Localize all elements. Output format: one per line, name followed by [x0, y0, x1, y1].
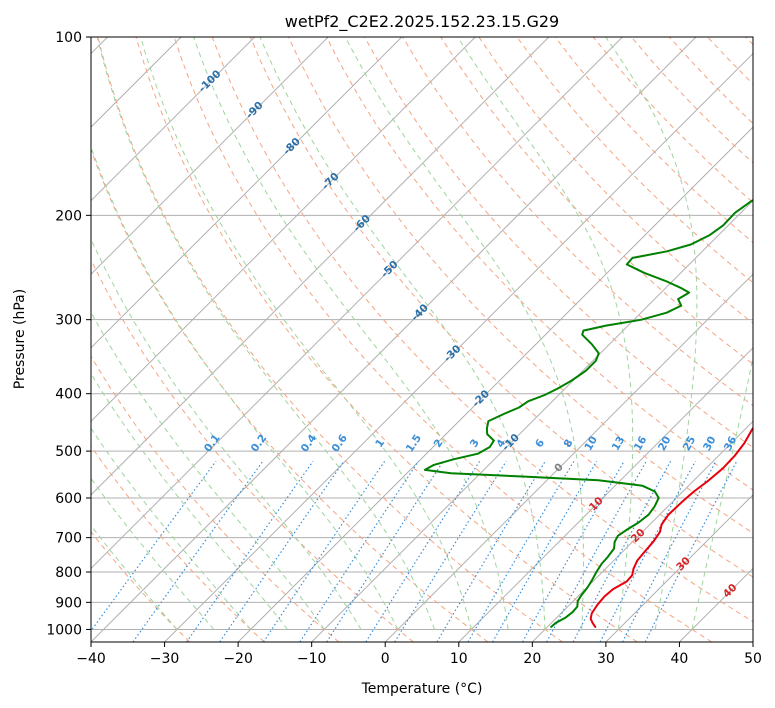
- dry-adiabat-line: [91, 445, 265, 642]
- isotherm-line: [458, 347, 753, 642]
- y-axis-title: Pressure (hPa): [12, 289, 28, 389]
- isotherm-line: [164, 52, 753, 642]
- dry-adiabat-line: [402, 37, 753, 407]
- x-tick-label: 0: [381, 651, 390, 667]
- mixing-ratio-line: [91, 460, 217, 632]
- temperature-profile-line: [589, 426, 753, 628]
- x-tick-label: −40: [76, 651, 106, 667]
- dry-adiabat-line: [91, 148, 489, 642]
- mixing-ratio-line: [262, 460, 386, 642]
- isotherm-line: [384, 273, 753, 642]
- dry-adiabat-line: [516, 37, 753, 284]
- dry-adiabat-line: [249, 37, 753, 578]
- isotherm-line: [605, 494, 753, 642]
- x-tick-label: 40: [671, 651, 689, 667]
- x-tick-label: −20: [223, 651, 253, 667]
- y-tick-label: 1000: [46, 622, 82, 638]
- moist-adiabat-line: [193, 37, 509, 630]
- dry-adiabats: [91, 37, 753, 642]
- mixing-ratio-lines: [91, 460, 738, 642]
- mixing-ratio-line: [644, 460, 738, 642]
- mixing-ratio-line: [326, 460, 444, 642]
- isotherm-line: [91, 37, 623, 570]
- dry-adiabat-line: [97, 37, 563, 642]
- x-tick-label: 30: [597, 651, 615, 667]
- y-tick-label: 700: [55, 531, 82, 547]
- moist-adiabat-line: [91, 238, 362, 630]
- moist-adiabat-line: [605, 37, 698, 630]
- isotherm-line: [91, 37, 329, 275]
- plot-area: 0.1 0.2 0.4 0.6 1 1.5 2 3 4 6 8 10 13 16 20 25 30 36-100-…: [91, 37, 753, 642]
- mixing-ratio-line: [572, 460, 672, 642]
- moist-adiabat-line: [91, 427, 252, 630]
- y-tick-label: 400: [55, 387, 82, 403]
- isotherm-line: [91, 37, 697, 642]
- mixing-ratio-line: [546, 460, 647, 642]
- isotherm-line: [91, 37, 550, 496]
- dry-adiabat-line: [91, 355, 340, 642]
- y-tick-label: 300: [55, 313, 82, 329]
- isotherm-line: [91, 37, 256, 202]
- dry-adiabat-line: [211, 37, 753, 623]
- moist-adiabats: [91, 37, 753, 630]
- x-tick-label: 20: [523, 651, 541, 667]
- dry-adiabat-line: [135, 37, 638, 642]
- y-tick-label: 200: [55, 208, 82, 224]
- mixing-ratio-line: [599, 460, 696, 642]
- y-axis-ticks: 100 200 300 400 500 600 700 800 900 1000: [46, 30, 91, 638]
- plot-frame: [90, 36, 754, 643]
- mixing-ratio-line: [394, 460, 507, 642]
- isotherm-line: [531, 420, 753, 642]
- moist-adiabat-line: [91, 372, 288, 630]
- mixing-ratio-line: [521, 460, 625, 642]
- moist-adiabat-line: [344, 37, 584, 630]
- dry-adiabat-line: [440, 37, 753, 365]
- sounding-profiles: [423, 198, 753, 628]
- isotherm-line: [91, 37, 403, 349]
- moist-adiabat-line: [91, 145, 399, 630]
- mixing-ratio-line: [132, 460, 264, 642]
- x-tick-label: −30: [150, 651, 180, 667]
- dry-adiabat-line: [287, 37, 753, 534]
- chart-title: wetPf2_C2E2.2025.152.23.15.G29: [285, 12, 559, 32]
- moist-adiabat-line: [691, 355, 753, 630]
- pressure-gridlines: [91, 37, 753, 630]
- moist-adiabat-line: [91, 477, 215, 630]
- dry-adiabat-line: [173, 37, 713, 642]
- y-tick-label: 100: [55, 30, 82, 46]
- mixing-ratio-line: [365, 460, 481, 642]
- mixing-ratio-line: [622, 460, 717, 642]
- y-tick-label: 500: [55, 444, 82, 460]
- isotherm-line: [91, 37, 476, 423]
- moist-adiabat-line: [91, 524, 178, 630]
- x-axis-title: Temperature (°C): [361, 681, 483, 697]
- y-tick-label: 800: [55, 565, 82, 581]
- moist-adiabat-line: [96, 37, 436, 630]
- y-tick-label: 900: [55, 595, 82, 611]
- dewpoint-profile-line: [423, 198, 753, 628]
- dry-adiabat-line: [91, 258, 414, 642]
- x-axis-ticks: −40 −30 −20 −10 0 10 20 30 40 50: [76, 642, 762, 667]
- x-tick-label: −10: [297, 651, 327, 667]
- mixing-ratio-line: [299, 460, 419, 642]
- y-tick-label: 600: [55, 491, 82, 507]
- x-tick-label: 10: [450, 651, 468, 667]
- moist-adiabat-line: [457, 37, 634, 630]
- isotherm-line: [237, 126, 753, 642]
- skewed-isotherms: [91, 37, 753, 642]
- dry-adiabat-line: [91, 531, 191, 642]
- x-tick-label: 50: [744, 651, 762, 667]
